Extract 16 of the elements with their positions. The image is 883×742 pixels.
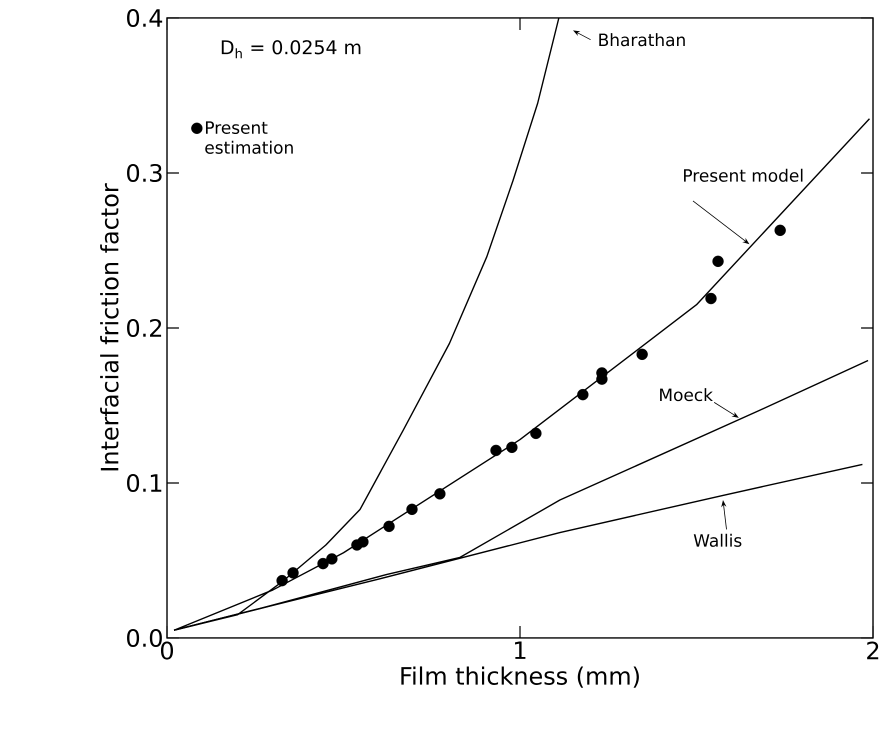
y-tick-label: 0.0 — [127, 628, 162, 648]
y-axis-title: Interfacial friction factor — [100, 183, 119, 470]
x-axis-title: Film thickness (mm) — [401, 666, 639, 688]
series-label: Moeck — [660, 388, 713, 402]
y-tick-label: 0.4 — [127, 8, 162, 28]
x-tick-label: 2 — [867, 642, 878, 660]
series-label: Wallis — [694, 534, 742, 547]
legend-label: Present estimation — [205, 121, 293, 154]
y-tick-label: 0.3 — [127, 164, 162, 182]
legend-label: Bharathan — [599, 33, 685, 46]
y-tick-label: 0.1 — [127, 474, 162, 492]
series-label: Present model — [684, 168, 802, 182]
annotation: D$_{h}$ = 0.0254 m — [222, 40, 360, 58]
y-tick-label: 0.2 — [127, 318, 162, 338]
x-tick-label: 0 — [160, 642, 174, 660]
x-tick-label: 1 — [515, 642, 526, 659]
